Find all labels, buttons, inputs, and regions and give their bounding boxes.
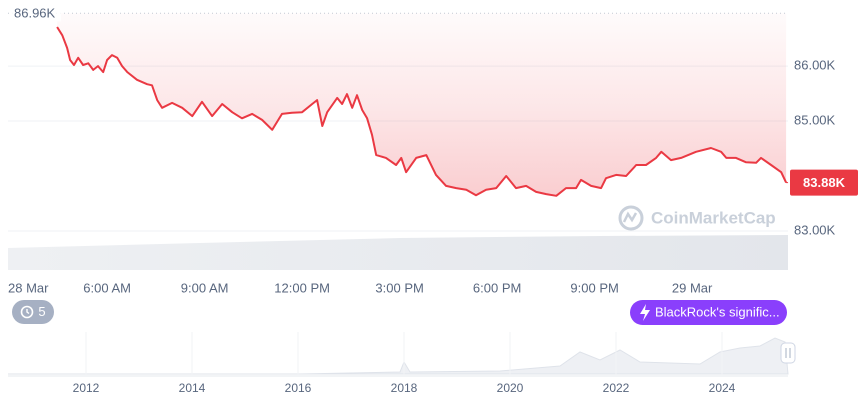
reference-label: 86.96K — [14, 6, 56, 21]
x-tick-label: 29 Mar — [672, 280, 713, 295]
navigator[interactable] — [8, 337, 796, 377]
navigator-year: 2024 — [709, 381, 736, 395]
x-tick-label: 9:00 PM — [570, 280, 618, 295]
area — [57, 13, 787, 196]
navigator-year: 2012 — [73, 381, 100, 395]
navigator-year: 2014 — [179, 381, 206, 395]
price-line — [56, 26, 788, 197]
plot — [8, 12, 788, 232]
y-tick-label: 86.00K — [794, 58, 836, 73]
navigator-year: 2016 — [285, 381, 312, 395]
x-tick-label: 9:00 AM — [181, 280, 229, 295]
y-tick-label: 85.00K — [794, 112, 836, 127]
x-tick-label: 28 Mar — [8, 280, 49, 295]
x-tick-label: 6:00 AM — [83, 280, 131, 295]
watermark-text: CoinMarketCap — [651, 208, 776, 227]
navigator-year: 2020 — [497, 381, 524, 395]
navigator-year: 2018 — [391, 381, 418, 395]
x-tick-label: 6:00 PM — [473, 280, 521, 295]
last-price-bg — [790, 169, 858, 196]
event-count: 5 — [38, 304, 45, 319]
x-tick-label: 3:00 PM — [375, 280, 423, 295]
reference-label-bg — [9, 4, 61, 22]
navigator-year: 2022 — [603, 381, 630, 395]
volume-band — [8, 235, 788, 270]
x-tick-label: 12:00 PM — [274, 280, 330, 295]
news-text: BlackRock's signific... — [655, 304, 780, 319]
event-count-badge[interactable]: 5 — [12, 300, 54, 324]
last-price-label: 83.88K — [803, 175, 846, 190]
news-badge[interactable]: BlackRock's signific... — [630, 300, 787, 325]
watermark: CoinMarketCap — [618, 205, 776, 231]
y-tick-label: 83.00K — [794, 222, 836, 237]
